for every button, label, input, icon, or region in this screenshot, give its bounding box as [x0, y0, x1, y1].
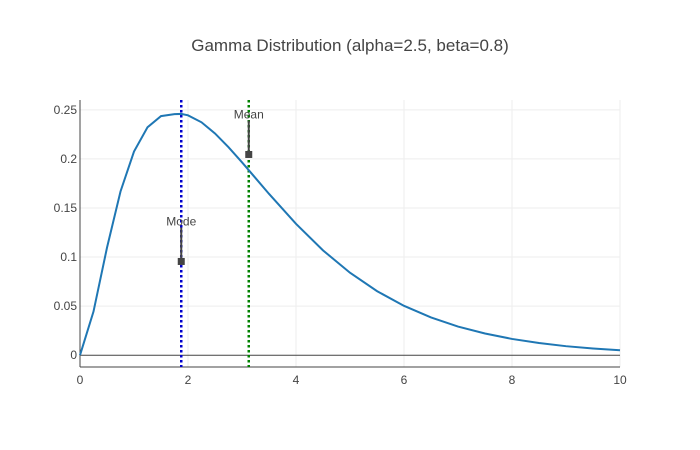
reference-lines [180, 100, 250, 367]
annotation-mode: Mode [166, 214, 197, 265]
density-curve [79, 112, 621, 356]
x-tick-label: 8 [509, 373, 516, 387]
y-tick-label: 0.1 [60, 250, 77, 264]
annotations: Mode Mean [166, 107, 264, 265]
y-tick-label: 0 [70, 348, 77, 362]
y-tick-label: 0.15 [54, 201, 78, 215]
annotation-mean: Mean [234, 107, 264, 158]
y-tick-label: 0.2 [60, 152, 77, 166]
x-tick-label: 6 [401, 373, 408, 387]
y-tick-label: 0.05 [54, 299, 78, 313]
x-tick-label: 0 [77, 373, 84, 387]
annotation-arrowhead [177, 257, 185, 265]
axes: 0 2 4 6 8 10 0 0.05 0.1 0.15 0.2 0.25 [54, 100, 627, 387]
y-tick-label: 0.25 [54, 103, 78, 117]
annotation-arrowhead [245, 150, 253, 158]
grid [80, 100, 621, 367]
annotation-label: Mode [166, 214, 196, 228]
chart-title: Gamma Distribution (alpha=2.5, beta=0.8) [191, 36, 509, 55]
x-tick-label: 10 [613, 373, 627, 387]
annotation-label: Mean [234, 107, 264, 121]
x-tick-label: 4 [293, 373, 300, 387]
density-curve-layer [79, 112, 621, 356]
x-tick-label: 2 [185, 373, 192, 387]
